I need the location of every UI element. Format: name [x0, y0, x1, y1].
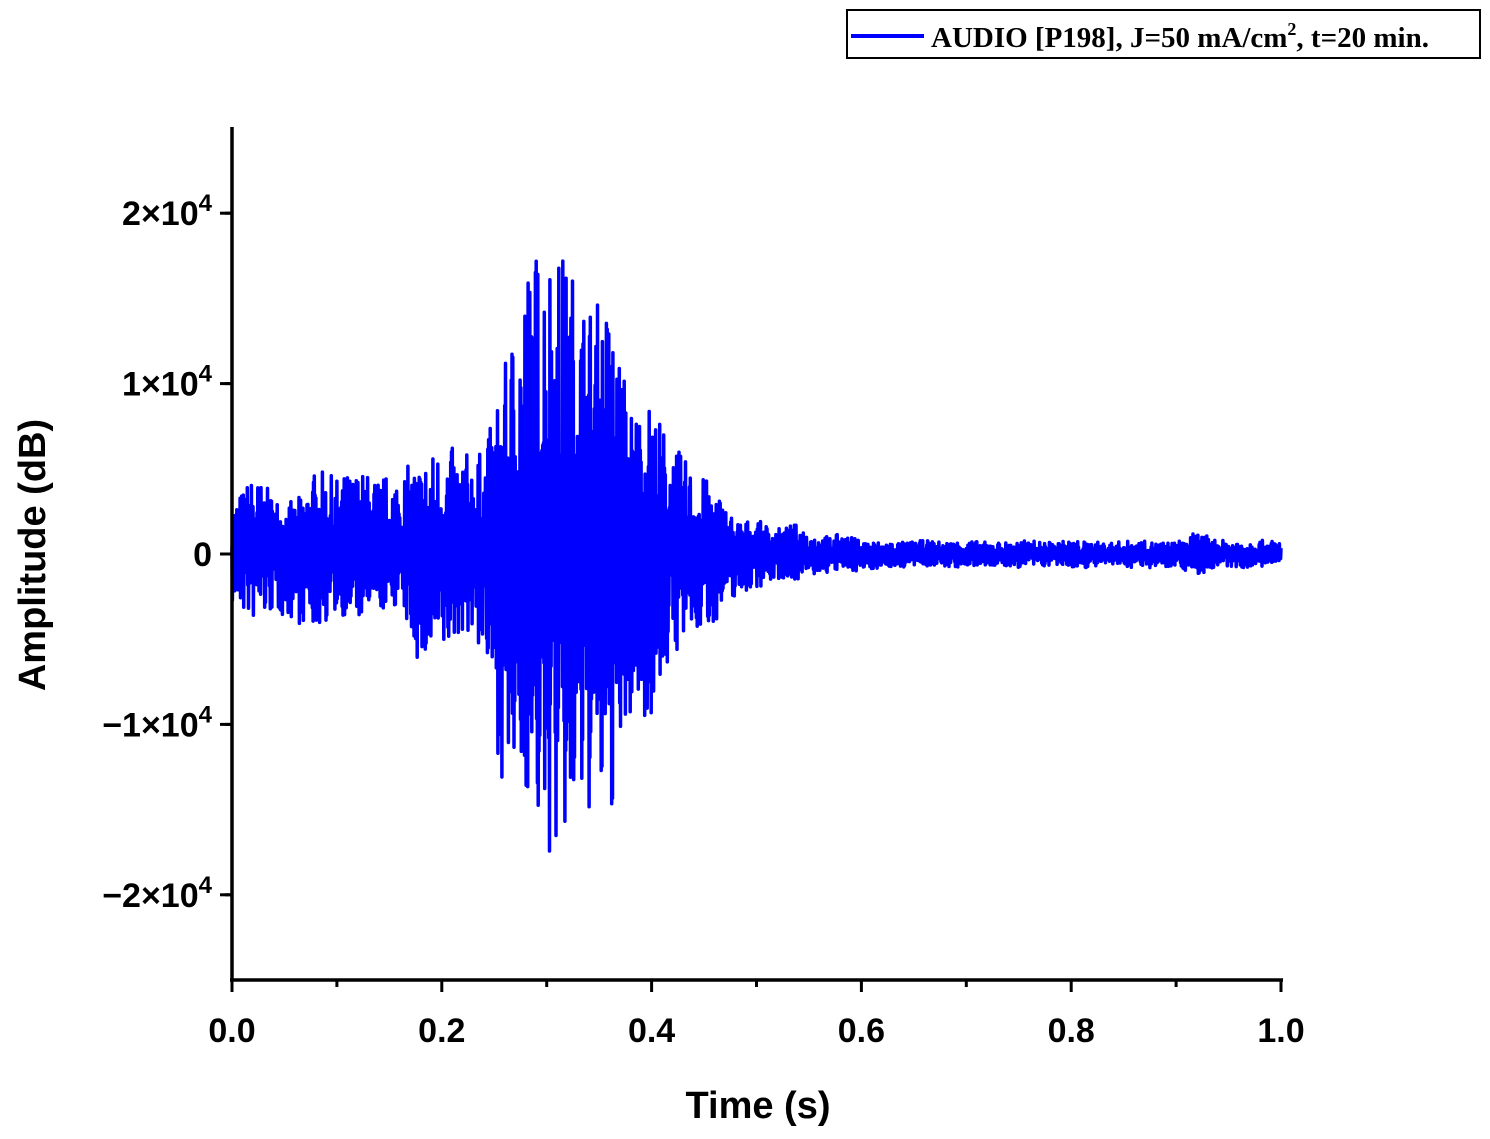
x-tick-label: 0.2: [418, 1012, 465, 1050]
y-tick-label: 2×104: [122, 190, 213, 233]
audio-waveform-line: [230, 259, 1283, 853]
plot-area: [230, 259, 1283, 853]
y-tick-label: −2×104: [102, 872, 212, 915]
legend-box: [846, 9, 1481, 59]
x-tick-label: 0.4: [628, 1012, 675, 1050]
x-tick-label: 1.0: [1257, 1012, 1304, 1050]
y-tick-label: 0: [193, 536, 212, 574]
legend: AUDIO [P198], J=50 mA/cm2, t=20 min.: [846, 9, 1481, 59]
x-tick-label: 0.0: [208, 1012, 255, 1050]
x-tick-label: 0.8: [1048, 1012, 1095, 1050]
x-axis-title: Time (s): [685, 1085, 830, 1127]
y-tick-label: 1×104: [122, 361, 213, 404]
y-tick-label: −1×104: [102, 701, 212, 744]
legend-label: AUDIO [P198], J=50 mA/cm2, t=20 min.: [931, 19, 1429, 54]
x-tick-label: 0.6: [838, 1012, 885, 1050]
y-axis-title: Amplitude (dB): [12, 419, 54, 691]
